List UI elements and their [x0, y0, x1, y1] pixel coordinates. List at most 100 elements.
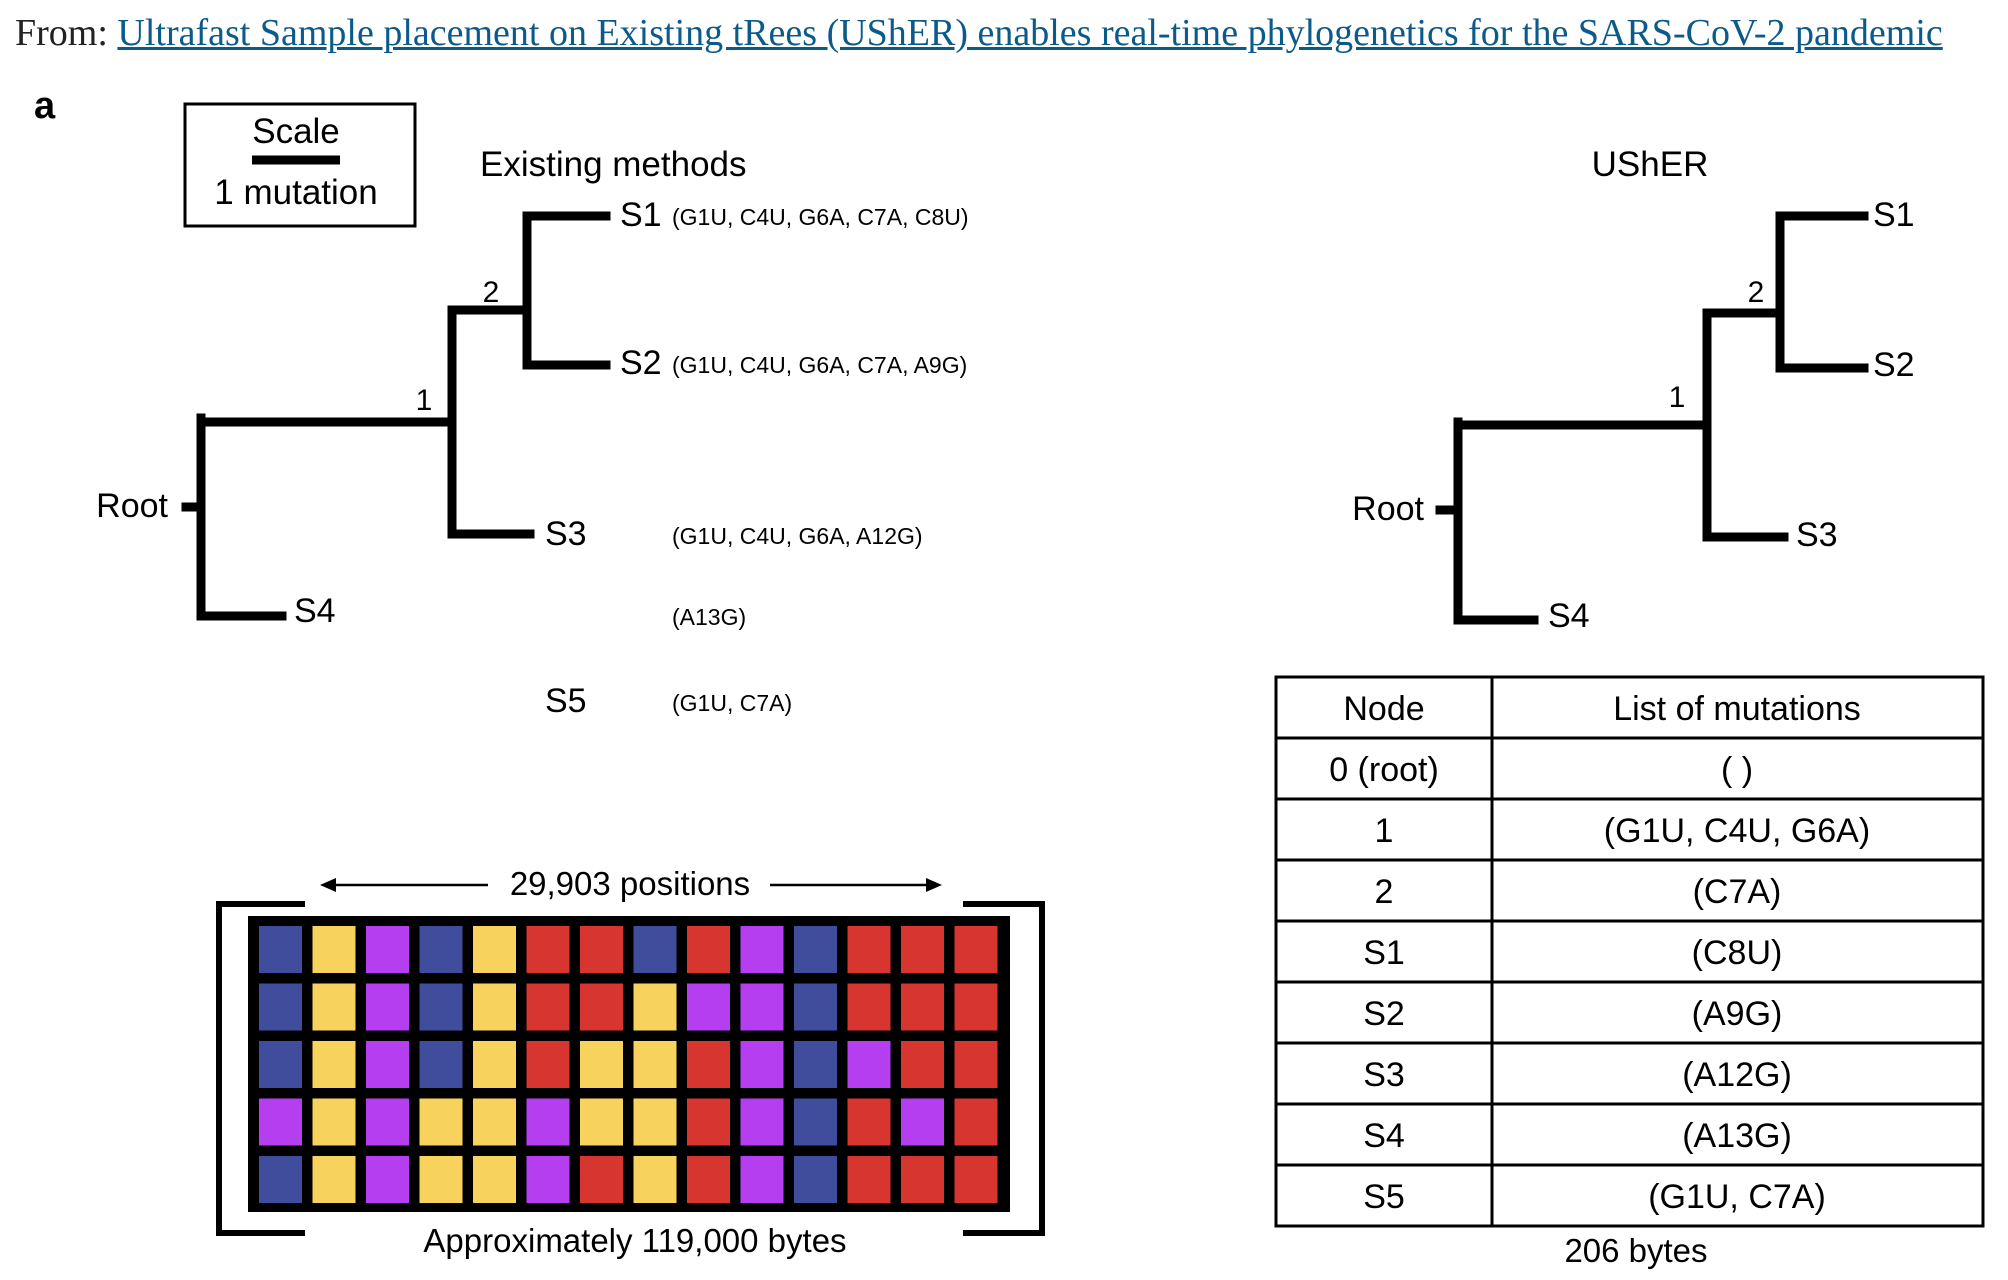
matrix-cell	[419, 1041, 463, 1088]
matrix-cell	[740, 983, 784, 1031]
existing-methods-tree: Existing methods Root 1 2 S1 (G1U, C4U, …	[96, 145, 968, 720]
matrix-cell	[954, 926, 998, 973]
usher-leaf-s3: S3	[1796, 516, 1838, 554]
scale-box	[183, 102, 417, 228]
matrix-cell	[687, 1098, 730, 1146]
matrix-cell	[847, 926, 891, 973]
matrix-cell	[687, 1041, 730, 1088]
existing-leaf-s1-mutations: (G1U, C4U, G6A, C7A, C8U)	[672, 204, 969, 230]
table-cell-node: S3	[1363, 1056, 1405, 1094]
matrix-cell	[312, 1041, 356, 1088]
matrix-cell	[526, 983, 570, 1031]
matrix-cell	[847, 1156, 891, 1203]
from-label: From:	[15, 12, 108, 54]
existing-tree-branches	[181, 211, 611, 621]
matrix-cell	[526, 1156, 570, 1203]
matrix-cell	[419, 926, 463, 973]
matrix-cell	[901, 1156, 944, 1203]
matrix-cell	[312, 1156, 356, 1203]
usher-title: UShER	[1592, 145, 1709, 184]
existing-leaf-s3: S3	[545, 515, 587, 553]
usher-root-label: Root	[1352, 490, 1424, 528]
positions-label: 29,903 positions	[510, 865, 750, 902]
matrix-cell	[740, 1041, 784, 1088]
matrix-cell	[847, 983, 891, 1031]
matrix-cell	[473, 1041, 516, 1088]
table-cell-mutations: (G1U, C7A)	[1648, 1178, 1826, 1216]
matrix-cell	[954, 1098, 998, 1146]
matrix-cell	[312, 926, 356, 973]
usher-node-2-label: 2	[1748, 276, 1765, 309]
matrix-cell	[419, 983, 463, 1031]
matrix-cell	[526, 1098, 570, 1146]
table-cell-mutations: (A13G)	[1682, 1117, 1792, 1155]
usher-leaf-s2: S2	[1873, 346, 1915, 384]
table-cell-mutations: (A12G)	[1682, 1056, 1792, 1094]
matrix-cell	[366, 983, 409, 1031]
mutation-table: Node List of mutations 0 (root) ( ) 1 (G…	[1274, 675, 1985, 1269]
alignment-matrix-figure: 29,903 positions Approximately 119,000 b…	[216, 865, 1045, 1259]
matrix-cell	[580, 1041, 623, 1088]
matrix-cell	[366, 1041, 409, 1088]
matrix-cell	[526, 926, 570, 973]
matrix-cell	[366, 1156, 409, 1203]
panel-label: a	[34, 85, 56, 127]
matrix-cell	[901, 1098, 944, 1146]
matrix-cells	[259, 926, 998, 1203]
existing-leaf-s2: S2	[620, 344, 662, 382]
usher-leaf-s1: S1	[1873, 196, 1915, 234]
matrix-size-label: Approximately 119,000 bytes	[423, 1222, 846, 1259]
table-header-node: Node	[1343, 690, 1424, 728]
table-cell-mutations: (C8U)	[1692, 934, 1783, 972]
matrix-cell	[794, 1041, 837, 1088]
matrix-cell	[526, 1041, 570, 1088]
usher-node-1-label: 1	[1669, 381, 1686, 414]
matrix-cell	[687, 926, 730, 973]
table-cell-node: S2	[1363, 995, 1405, 1033]
matrix-cell	[633, 926, 677, 973]
matrix-cell	[954, 1041, 998, 1088]
matrix-cell	[847, 1098, 891, 1146]
matrix-cell	[580, 1098, 623, 1146]
existing-leaf-s3-mutations: (G1U, C4U, G6A, A12G)	[672, 523, 923, 549]
matrix-cell	[312, 1098, 356, 1146]
matrix-cell	[259, 926, 302, 973]
usher-tree-branches	[1435, 211, 1869, 625]
matrix-cell	[580, 1156, 623, 1203]
table-cell-mutations: (A9G)	[1692, 995, 1783, 1033]
matrix-background	[248, 916, 1010, 1212]
positions-arrows	[320, 878, 942, 892]
existing-node-2-label: 2	[483, 276, 500, 309]
matrix-cell	[954, 1156, 998, 1203]
existing-methods-title: Existing methods	[480, 145, 747, 184]
existing-leaf-s5-mutations: (G1U, C7A)	[672, 690, 792, 716]
scale-title: Scale	[252, 112, 340, 151]
matrix-cell	[740, 926, 784, 973]
matrix-cell	[847, 1041, 891, 1088]
existing-root-label: Root	[96, 487, 168, 525]
scale-legend: Scale 1 mutation	[183, 102, 417, 228]
matrix-cell	[740, 1098, 784, 1146]
usher-tree: UShER Root 1 2 S1 S2 S3 S4	[1352, 145, 1914, 635]
matrix-cell	[473, 926, 516, 973]
matrix-cell	[633, 1156, 677, 1203]
matrix-cell	[259, 1041, 302, 1088]
article-link[interactable]: Ultrafast Sample placement on Existing t…	[117, 12, 1943, 54]
existing-leaf-s1: S1	[620, 196, 662, 234]
table-size-label: 206 bytes	[1564, 1232, 1707, 1269]
table-cell-node: S4	[1363, 1117, 1405, 1155]
matrix-cell	[366, 1098, 409, 1146]
matrix-cell	[580, 983, 623, 1031]
scale-unit: 1 mutation	[214, 173, 377, 212]
table-header-mutations: List of mutations	[1613, 690, 1861, 728]
matrix-cell	[687, 983, 730, 1031]
table-cell-mutations: ( )	[1721, 751, 1753, 789]
matrix-cell	[259, 983, 302, 1031]
matrix-cell	[312, 983, 356, 1031]
usher-leaf-s4: S4	[1548, 597, 1590, 635]
matrix-cell	[901, 926, 944, 973]
table-grid	[1274, 675, 1985, 1228]
matrix-cell	[419, 1098, 463, 1146]
matrix-cell	[794, 983, 837, 1031]
